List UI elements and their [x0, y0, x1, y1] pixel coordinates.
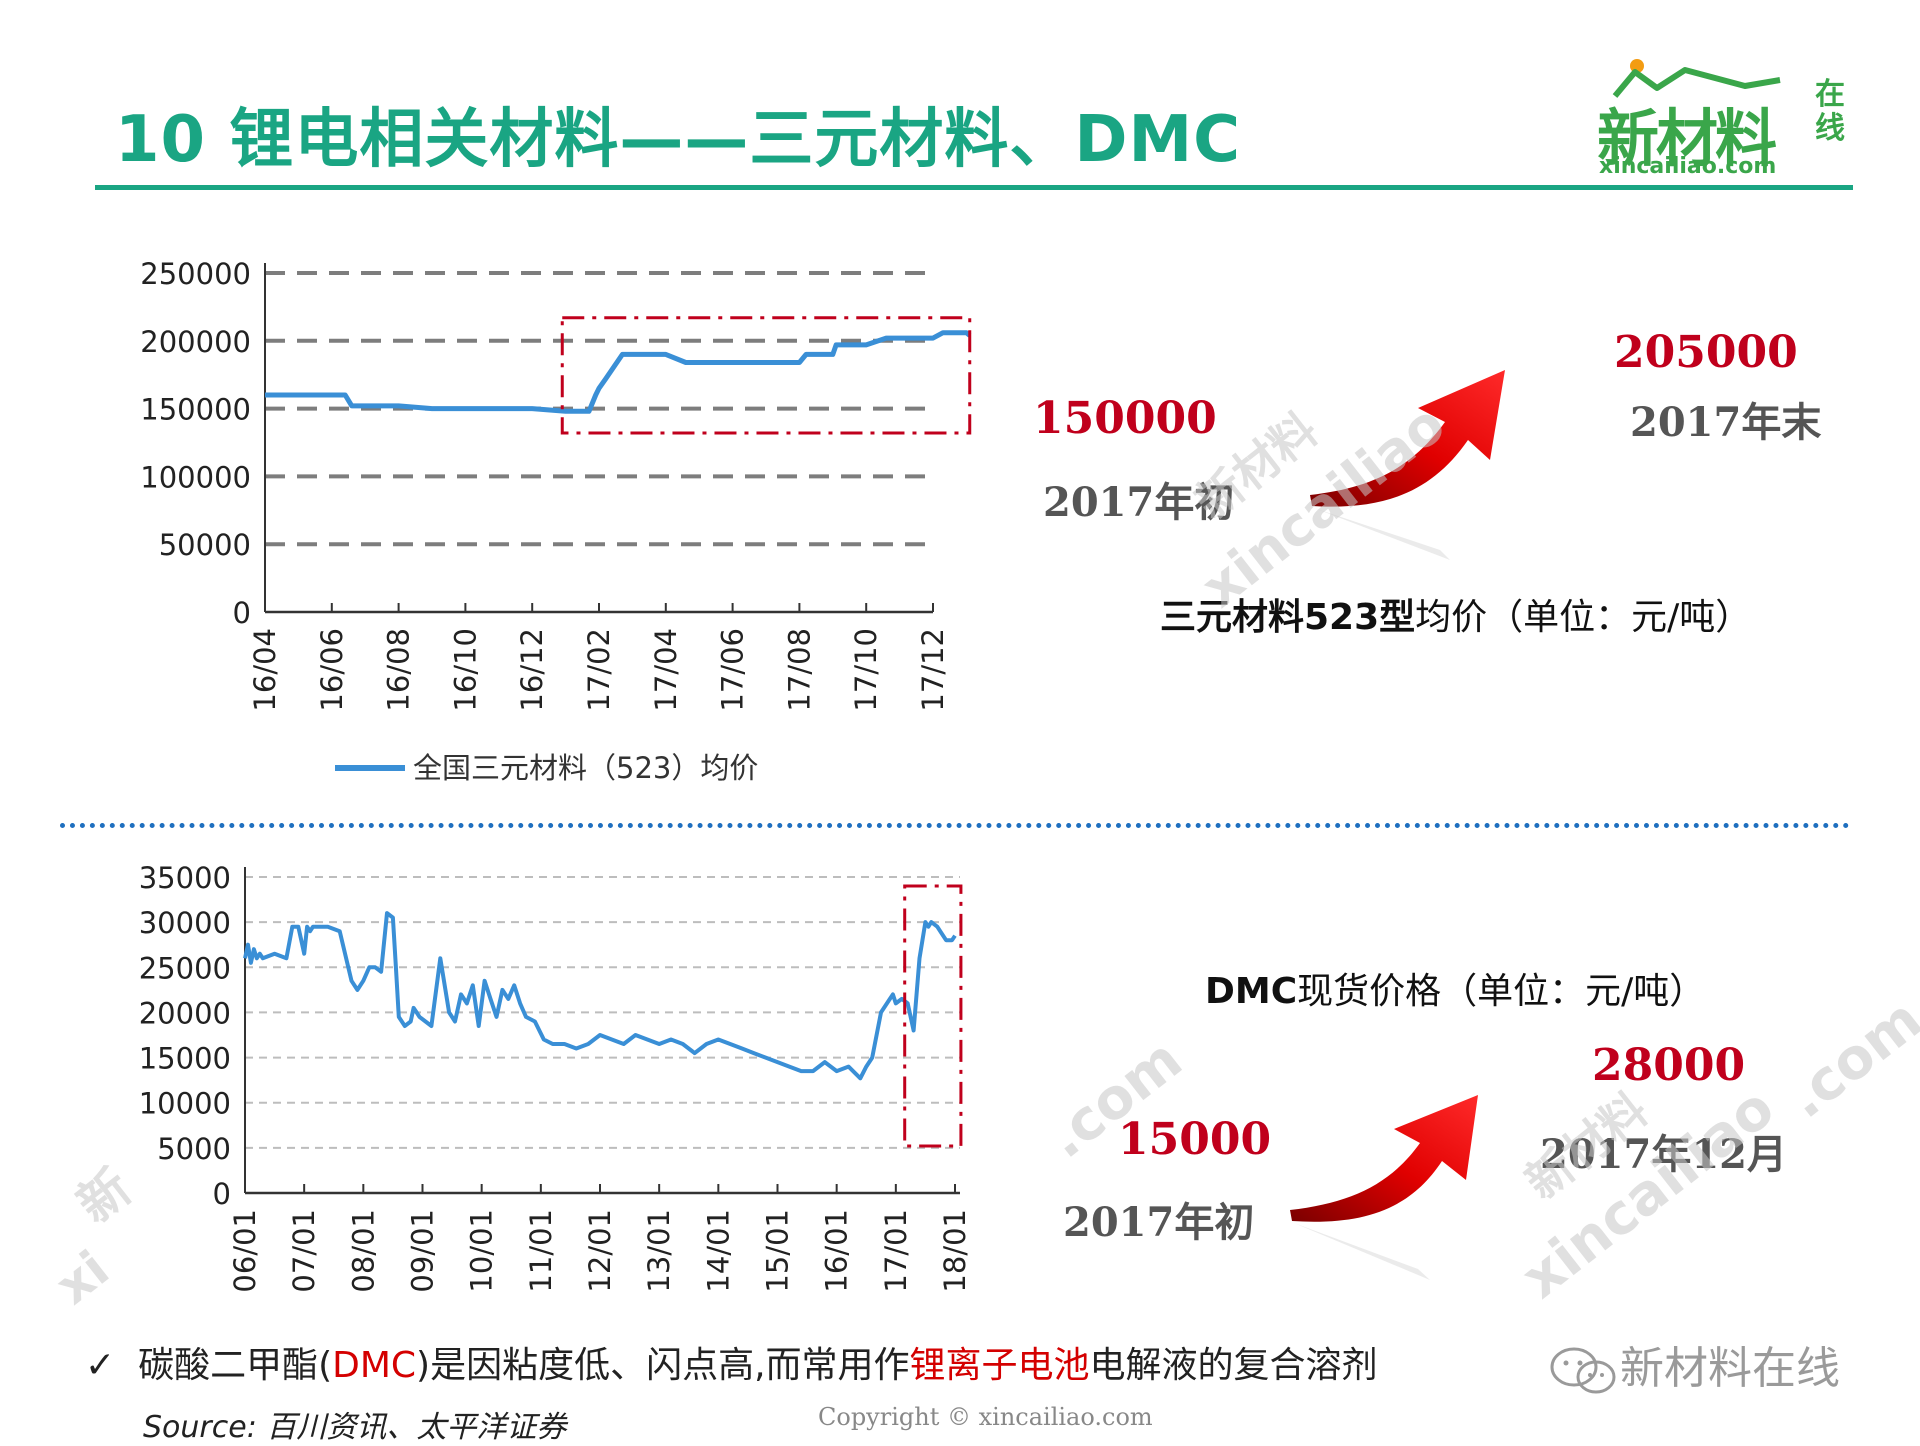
x-tick-label: 10/01 — [465, 1209, 499, 1293]
y-tick-label: 50000 — [159, 528, 251, 562]
x-tick-label: 17/12 — [916, 628, 950, 712]
footnote-highlight: DMC — [332, 1345, 417, 1386]
start-year-label: 2017年初 — [1043, 479, 1235, 526]
x-tick-label: 12/01 — [583, 1209, 617, 1293]
check-icon: ✓ — [85, 1345, 116, 1386]
chart-ternary-material-price: 250000 200000 150000 100000 50000 016/04 16/06… — [140, 257, 972, 785]
copyright-note: Copyright © xincailiao.com — [818, 1403, 1153, 1431]
footnote-text: )是因粘度低、闪点高,而常用作 — [416, 1345, 910, 1386]
logo-roof-icon — [1612, 59, 1781, 98]
dmc-start-value-label: 15000 — [1118, 1114, 1272, 1165]
rising-arrow-icon — [1290, 1095, 1478, 1280]
footnote-text: 电解液的复合溶剂 — [1089, 1345, 1378, 1386]
y-tick-label: 30000 — [139, 906, 231, 940]
x-tick-label: 13/01 — [642, 1209, 676, 1293]
x-tick-label: 18/01 — [938, 1209, 972, 1293]
x-tick-label: 09/01 — [406, 1209, 440, 1293]
highlight-box — [560, 316, 972, 435]
logo-text: 新材料 — [1597, 102, 1777, 175]
x-tick-label: 16/12 — [515, 628, 549, 712]
chart2-caption-rest: 现货价格（单位：元/吨） — [1297, 971, 1706, 1012]
series-line — [265, 330, 972, 414]
rising-arrow-icon — [1310, 370, 1505, 560]
legend-label: 全国三元材料（523）均价 — [413, 751, 758, 785]
x-tick-label: 16/04 — [248, 628, 282, 712]
title-underline — [95, 185, 1853, 190]
x-tick-label: 16/10 — [448, 628, 482, 712]
footnote-highlight: 锂离子电池 — [909, 1345, 1090, 1386]
y-tick-label: 5000 — [157, 1132, 231, 1166]
start-value-label: 150000 — [1033, 393, 1217, 444]
series-line — [243, 911, 957, 1081]
logo-url: xincailiao.com — [1599, 154, 1777, 179]
x-tick-label: 11/01 — [524, 1209, 558, 1293]
chart-dmc-price: 35000 30000 25000 20000 15000 10000 5000 006/01… — [139, 861, 972, 1293]
y-tick-label: 25000 — [139, 951, 231, 985]
x-tick-label: 16/08 — [382, 628, 416, 712]
x-tick-label: 17/04 — [649, 628, 683, 712]
dmc-end-value-label: 28000 — [1592, 1040, 1746, 1091]
source-note: Source: 百川资讯、太平洋证券 — [143, 1410, 567, 1445]
wechat-account: 新材料在线 — [1548, 1332, 1840, 1399]
x-tick-label: 16/01 — [820, 1209, 854, 1293]
chart2-caption: DMC现货价格（单位：元/吨） — [1205, 962, 1705, 1014]
y-tick-label: 0 — [213, 1177, 231, 1211]
y-tick-label: 0 — [233, 596, 251, 630]
x-tick-label: 15/01 — [761, 1209, 795, 1293]
x-tick-label: 06/01 — [228, 1209, 262, 1293]
x-tick-label: 17/10 — [849, 628, 883, 712]
end-year-label: 2017年末 — [1630, 399, 1822, 446]
wechat-name: 新材料在线 — [1620, 1343, 1840, 1394]
wechat-icon — [1550, 1347, 1616, 1394]
end-value-label: 205000 — [1614, 327, 1798, 378]
dmc-start-year-label: 2017年初 — [1063, 1199, 1255, 1246]
x-tick-label: 17/06 — [716, 628, 750, 712]
y-tick-label: 20000 — [139, 996, 231, 1030]
y-tick-label: 35000 — [139, 861, 231, 895]
page-title: 10 锂电相关材料——三元材料、DMC — [115, 103, 1242, 177]
brand-logo: 新材料 在线 xincailiao.com — [1595, 58, 1865, 179]
logo-side-text: 在线 — [1815, 77, 1845, 146]
x-tick-label: 07/01 — [287, 1209, 321, 1293]
watermark-text: .com — [1775, 986, 1920, 1132]
x-tick-label: 14/01 — [701, 1209, 735, 1293]
y-tick-label: 15000 — [139, 1042, 231, 1076]
x-tick-label: 16/06 — [315, 628, 349, 712]
chart1-caption-bold: 三元材料523型 — [1160, 597, 1416, 638]
highlight-box — [903, 884, 963, 1148]
footnote-bullet: ✓ 碳酸二甲酯(DMC)是因粘度低、闪点高,而常用作锂离子电池电解液的复合溶剂 — [85, 1336, 1378, 1388]
x-tick-label: 17/02 — [582, 628, 616, 712]
y-tick-label: 150000 — [140, 393, 251, 427]
chart2-caption-bold: DMC — [1205, 971, 1298, 1012]
y-tick-label: 100000 — [140, 460, 251, 494]
x-tick-label: 08/01 — [346, 1209, 380, 1293]
x-tick-label: 17/08 — [782, 628, 816, 712]
y-tick-label: 200000 — [140, 325, 251, 359]
x-tick-label: 17/01 — [879, 1209, 913, 1293]
section-divider — [60, 823, 1850, 828]
chart1-caption: 三元材料523型均价（单位：元/吨） — [1160, 588, 1751, 640]
chart1-caption-rest: 均价（单位：元/吨） — [1415, 597, 1752, 638]
y-tick-label: 10000 — [139, 1087, 231, 1121]
footnote-text: 碳酸二甲酯( — [138, 1345, 333, 1386]
dmc-end-year-label: 2017年12月 — [1540, 1131, 1787, 1178]
y-tick-label: 250000 — [140, 257, 251, 291]
